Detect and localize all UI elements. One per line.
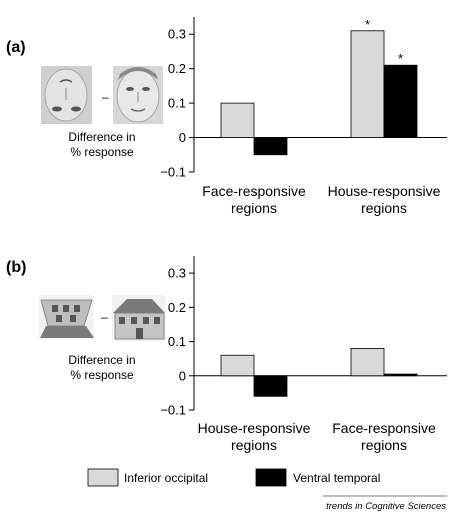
category-label-a-0-line1: Face-responsive	[202, 183, 306, 199]
significance-markers-a: * *	[365, 17, 403, 66]
y-ticks-a	[189, 33, 194, 173]
y-tick-label-b-4: 0.3	[168, 266, 186, 281]
bars-a	[220, 30, 418, 156]
inverted-face-icon	[41, 66, 92, 124]
legend: Inferior occipital Ventral temporal	[87, 468, 380, 487]
y-tick-label-a-2: 0.1	[168, 96, 186, 111]
minus-sign-b: –	[101, 310, 108, 324]
bar-a-house-ventral-temporal	[383, 64, 418, 138]
y-ticks-b	[189, 272, 194, 411]
y-tick-label-a-1: 0	[179, 130, 186, 145]
category-label-a-1-line2: regions	[361, 200, 407, 216]
panel-label-b: (b)	[6, 259, 26, 276]
side-label-line2-a: % response	[70, 145, 134, 159]
bar-b-house-ventral-temporal	[253, 375, 288, 397]
legend-label-ventral-temporal: Ventral temporal	[293, 471, 380, 485]
bar-b-face-inferior-occipital	[350, 347, 385, 377]
bars-b	[220, 347, 418, 397]
bar-b-face-ventral-temporal	[383, 373, 418, 377]
category-label-b-0-line1: House-responsive	[198, 420, 311, 436]
bar-a-face-inferior-occipital	[220, 102, 255, 138]
category-label-a-0-line2: regions	[231, 200, 277, 216]
y-tick-label-b-0: −0.1	[160, 403, 186, 418]
star-a-house-inferior-occipital: *	[365, 17, 370, 32]
y-tick-labels-b: −0.1 0 0.1 0.2 0.3	[160, 266, 186, 418]
credit-text: trends in Cognitive Sciences	[326, 501, 446, 512]
legend-swatch-inferior-occipital	[87, 468, 119, 487]
side-label-line1-b: Difference in	[68, 353, 135, 367]
legend-swatch-ventral-temporal	[255, 468, 287, 487]
inverted-house-icon	[39, 295, 94, 339]
panel-label-a: (a)	[6, 39, 26, 56]
category-label-b-1-line1: Face-responsive	[332, 420, 436, 436]
bar-a-house-inferior-occipital	[350, 30, 385, 138]
panel-b: (b) – Difference in % response	[6, 256, 447, 453]
legend-label-inferior-occipital: Inferior occipital	[124, 471, 208, 485]
bar-a-face-ventral-temporal	[253, 137, 288, 156]
y-tick-label-b-3: 0.2	[168, 300, 186, 315]
y-tick-label-a-4: 0.3	[168, 27, 186, 42]
y-tick-label-a-0: −0.1	[160, 165, 186, 180]
side-label-line1-a: Difference in	[68, 130, 135, 144]
category-label-a-1-line1: House-responsive	[328, 183, 441, 199]
minus-sign-a: –	[102, 90, 109, 104]
y-tick-label-a-3: 0.2	[168, 61, 186, 76]
upright-house-icon	[112, 295, 166, 341]
bar-b-house-inferior-occipital	[220, 354, 255, 377]
panel-a: (a) – Difference in % response	[6, 17, 447, 216]
category-label-b-1-line2: regions	[361, 437, 407, 453]
y-tick-labels-a: −0.1 0 0.1 0.2 0.3	[160, 27, 186, 180]
y-tick-label-b-2: 0.1	[168, 334, 186, 349]
y-tick-label-b-1: 0	[179, 368, 186, 383]
category-label-b-0-line2: regions	[231, 437, 277, 453]
upright-face-icon	[113, 66, 163, 124]
star-a-house-ventral-temporal: *	[398, 51, 403, 66]
side-label-line2-b: % response	[70, 368, 134, 382]
